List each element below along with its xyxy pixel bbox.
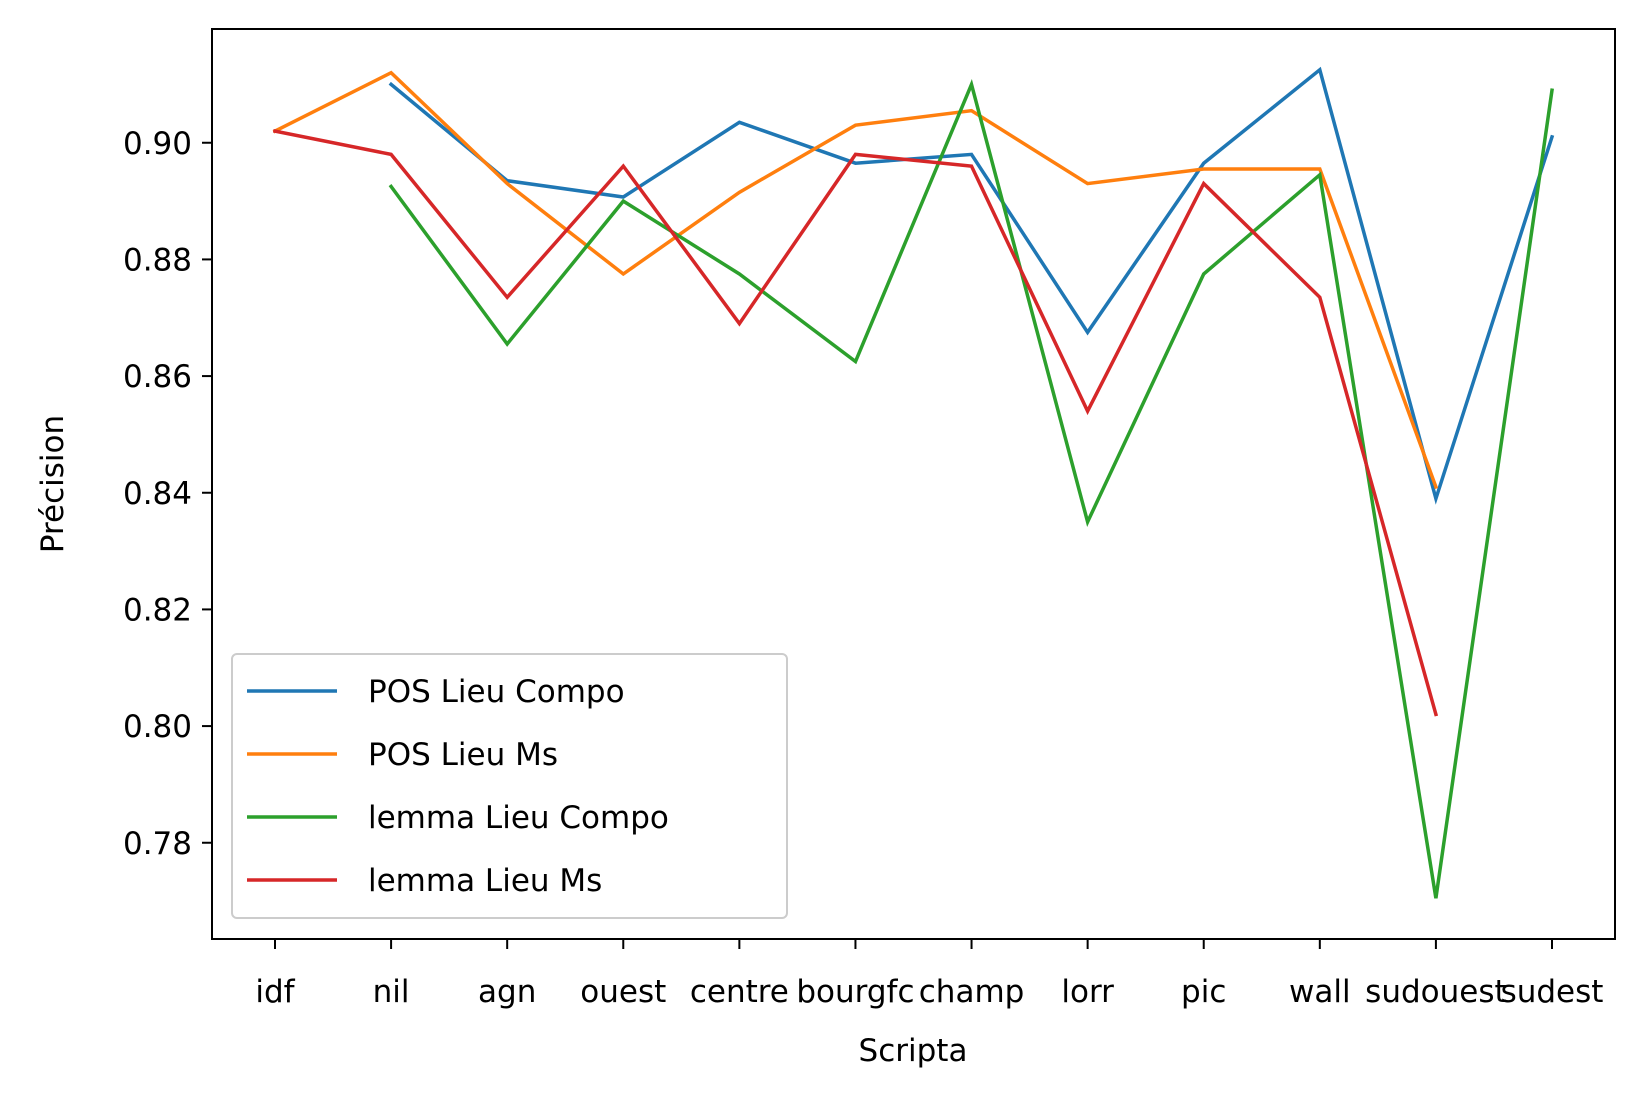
y-axis-title: Précision <box>35 415 71 553</box>
series-line-1 <box>388 66 1555 505</box>
legend: POS Lieu Compo POS Lieu Ms lemma Lieu Comp… <box>231 653 788 919</box>
series-line-3 <box>388 78 1554 899</box>
y-tick-label: 0.88 <box>123 242 192 278</box>
x-tick-label: wall <box>1289 974 1351 1010</box>
y-tick-label: 0.82 <box>123 592 192 628</box>
y-tick-label: 0.86 <box>123 359 192 395</box>
y-tick-label: 0.80 <box>123 709 192 745</box>
series-line-2 <box>272 70 1439 490</box>
series-line-4 <box>272 129 1439 717</box>
x-tick-label: sudest <box>1501 974 1604 1010</box>
x-axis-title: Scripta <box>859 1033 968 1069</box>
x-tick-label: pic <box>1181 974 1226 1010</box>
x-tick-label: sudouest <box>1365 974 1506 1010</box>
y-axis: 0.78 0.80 0.82 0.84 0.86 0.88 0.90 <box>123 126 212 862</box>
plot-frame <box>211 28 1616 940</box>
y-tick-label: 0.90 <box>123 126 192 162</box>
x-tick-label: nil <box>373 974 410 1010</box>
legend-box <box>231 653 788 919</box>
legend-label-1: POS Lieu Compo <box>368 674 625 710</box>
x-tick-label: ouest <box>580 974 666 1010</box>
x-tick-label: lorr <box>1061 974 1114 1010</box>
legend-label-2: POS Lieu Ms <box>368 737 558 773</box>
legend-label-4: lemma Lieu Ms <box>368 863 602 899</box>
x-tick-label: agn <box>478 974 536 1010</box>
y-tick-label: 0.84 <box>123 476 192 512</box>
x-tick-label: centre <box>690 974 789 1010</box>
y-tick-label: 0.78 <box>123 826 192 862</box>
x-tick-label: champ <box>919 974 1025 1010</box>
x-axis: idf nil agn ouest centre bourgfc champ lorr pic w… <box>255 939 1603 1010</box>
x-tick-label: bourgfc <box>796 974 914 1010</box>
legend-label-3: lemma Lieu Compo <box>368 800 669 836</box>
series-lines <box>272 66 1555 899</box>
x-tick-label: idf <box>255 974 295 1010</box>
